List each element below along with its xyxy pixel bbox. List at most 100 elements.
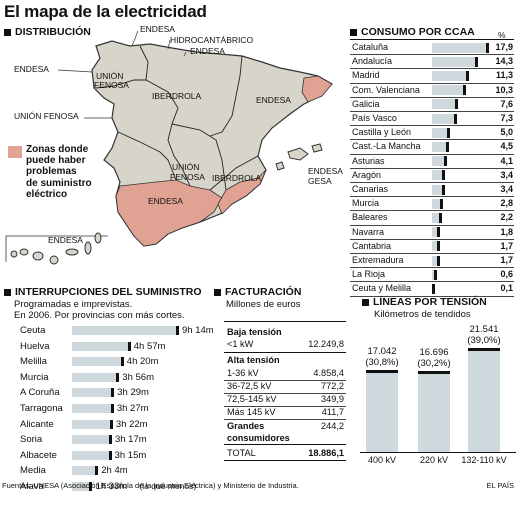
facturacion-row-label: <1 kW [227,339,254,349]
lineas-bar [468,348,500,452]
facturacion-total-row: TOTAL 18.886,1 [224,448,346,461]
interrupcion-row: Alava 1h 33m (la que menos) [14,479,214,495]
problem-zone-northeast [301,75,333,103]
consumo-value: 4,1 [500,155,513,166]
consumo-bar [432,70,467,81]
consumo-bar [432,255,438,266]
interrupcion-value: 3h 56m [122,371,154,383]
interrupcion-province-label: Alicante [20,418,54,430]
consumo-bar-cap [466,70,470,81]
baja-tension-label: Baja tensión [227,327,282,337]
facturacion-table: Baja tensión <1 kW 12.249,8 Alta tensión… [224,321,346,461]
consumo-bar-cap [437,227,441,238]
consumo-region-label: Andalucía [352,56,393,67]
map-label-endesa-gesa-2: GESA [308,176,332,186]
consumo-value: 5,0 [500,127,513,138]
square-bullet-icon [214,288,221,296]
consumo-bar-cap [440,198,444,209]
consumo-bar-cap [442,184,446,195]
facturacion-row-value: 349,9 [321,394,344,404]
interrupciones-heading-text: INTERRUPCIONES DEL SUMINISTRO [15,286,202,298]
interrupcion-bar [72,341,128,351]
consumo-value: 0,6 [500,269,513,280]
interrupcion-bar-cap [127,341,131,351]
page-title: El mapa de la electricidad [4,2,207,21]
facturacion-row-label: Más 145 kV [227,407,276,417]
consumo-row: Canarias 3,4 [350,183,514,198]
interrupcion-value: 2h 4m [101,465,128,477]
problem-zone-south [115,179,223,247]
lineas-category-label: 220 kV [419,455,449,465]
interrupcion-bar-cap [176,326,179,335]
lineas-category-label: 400 kV [367,455,397,465]
consumo-bar-cap [454,99,458,110]
consumo-bar-cap [444,156,448,167]
lineas-share-label: (39,0%) [467,335,501,346]
consumo-region-label: País Vasco [352,113,397,123]
interrupcion-value: 3h 17m [114,434,147,446]
interrupcion-bar [72,372,117,382]
interrupcion-bar [72,482,90,491]
consumo-value: 2,8 [500,198,513,209]
consumo-list: Cataluña 17,9 Andalucía 14,3 Madrid 11,3 Com. … [350,41,514,297]
lineas-value-label: 21.541 [469,324,499,335]
map-label-endesa-north: ENDESA [190,46,225,56]
map-legend: Zonas donde puede haber problemas de sum… [26,144,92,200]
square-bullet-icon [4,288,11,296]
lineas-value-label: 17.042 [367,345,397,357]
square-bullet-icon [350,28,357,36]
consumo-value: 7,3 [500,113,513,123]
lineas-bar [366,369,398,452]
consumo-value: 14,3 [495,56,513,67]
interrupcion-row: Murcia 3h 56m [14,370,214,386]
interrupcion-bar [72,450,109,460]
consumo-region-label: Murcia [352,198,380,209]
interrupcion-bar-cap [95,466,99,476]
interrupcion-note: (la que menos) [139,481,197,491]
interrupcion-value: 3h 15m [114,449,147,461]
consumo-value: 11,3 [495,70,513,81]
interrupcion-row: Soria 3h 17m [14,432,214,448]
label-leaders [57,30,187,119]
consumo-bar [432,170,443,181]
map-label-endesa-canarias: ENDESA [48,235,83,245]
consumo-value: 10,3 [495,84,513,95]
consumo-value: 3,4 [500,184,513,194]
facturacion-heading-text: FACTURACIÓN [225,286,302,298]
problem-zone-southeast [217,169,267,215]
interrupcion-value: 1h 33m [95,481,128,492]
interrupcion-province-label: Soria [20,434,43,446]
canarias-frame [5,235,108,262]
consumo-row: Baleares 2,2 [350,211,514,226]
consumo-region-label: Galicia [352,98,380,109]
map-label-union-fenosa-nw-1: UNIÓN [96,71,124,81]
consumo-region-label: Castilla y León [352,127,412,138]
map-label-union-fenosa-c-1: UNIÓN [172,162,200,172]
map-label-endesa-ne: ENDESA [256,95,291,105]
consumo-row: País Vasco 7,3 [350,112,514,127]
consumo-region-label: Baleares [352,212,388,223]
consumo-row: Andalucía 14,3 [350,55,514,70]
lineas-bar [418,371,450,452]
consumo-value: 1,8 [500,226,513,237]
footer-source: Fuentes: UNESA (Asociación Española de l… [2,481,299,490]
lineas-value-label: 16.696 [419,347,449,359]
grandes-label-1: Grandes [227,421,265,431]
consumo-value: 2,2 [500,212,513,223]
consumo-bar [432,184,443,195]
lineas-share-label: (30,8%) [365,356,399,368]
consumo-row: Murcia 2,8 [350,197,514,212]
lineas-heading: LÍNEAS POR TENSIÓN [362,296,487,308]
consumo-bar-cap [442,170,446,181]
facturacion-row: <1 kW 12.249,8 [224,339,346,353]
facturacion-row: 72,5-145 kV 349,9 [224,394,346,407]
consumo-bar-cap [445,141,449,152]
interrupcion-province-label: Melilla [20,356,47,368]
map-label-iberdrola-se: IBERDROLA [212,173,262,183]
legend-line: Zonas donde [26,144,89,155]
consumo-bar [432,113,455,124]
consumo-bar [432,212,439,223]
interrupcion-province-label: Media [20,465,46,477]
lineas-heading-text: LÍNEAS POR TENSIÓN [373,296,487,308]
legend-line: eléctrico [26,188,68,200]
